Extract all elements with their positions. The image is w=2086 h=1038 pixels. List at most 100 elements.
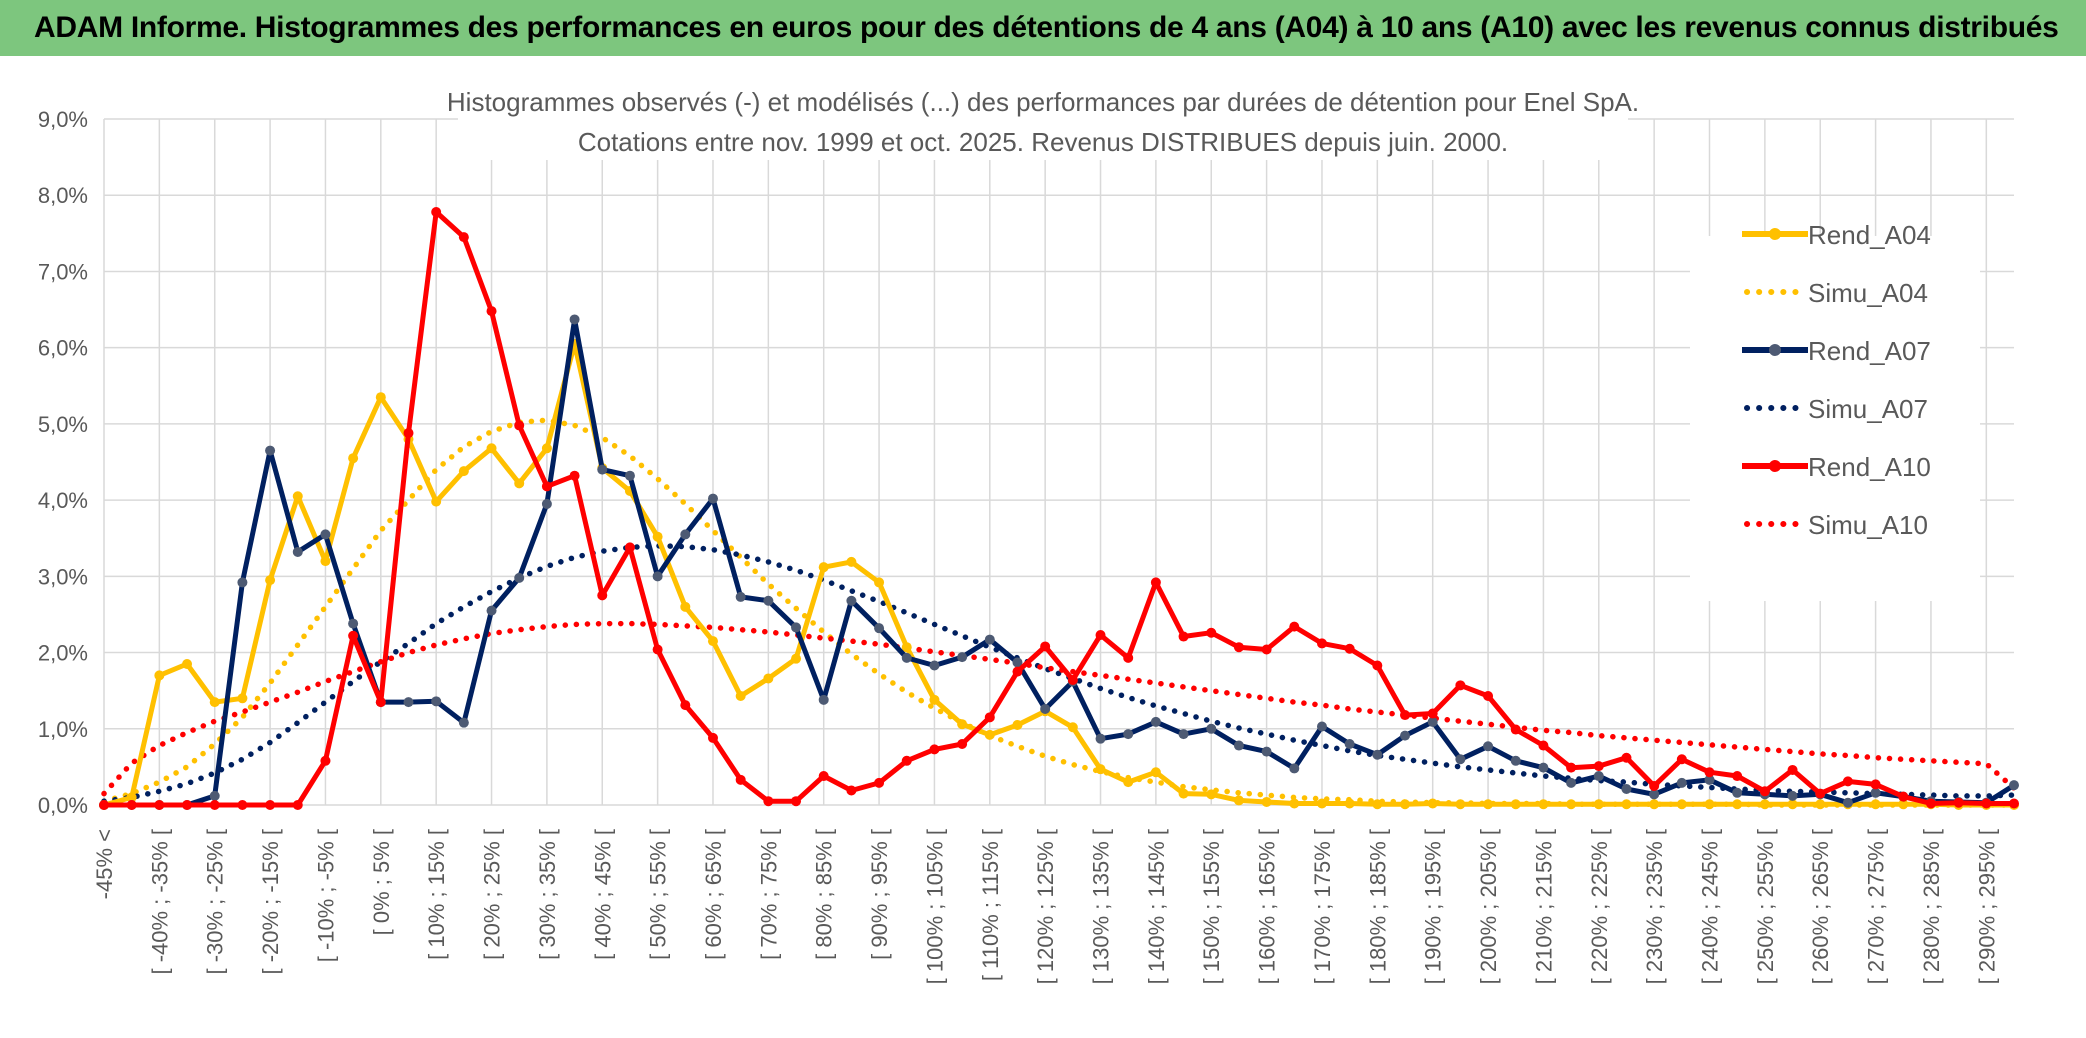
y-tick-label: 0,0% [38,793,88,818]
legend-label: Simu_A07 [1808,394,1928,424]
data-point [1566,777,1577,788]
data-point [1842,776,1853,787]
x-tick-label: [ 270% ; 275% [ [1864,829,1889,984]
data-point [1150,577,1161,588]
data-point [1455,754,1466,765]
data-point [1316,798,1327,809]
data-point [791,796,802,807]
data-point [209,800,220,810]
data-point [1593,771,1604,782]
data-point [403,428,414,439]
x-tick-label: [ 130% ; 135% [ [1089,829,1114,984]
data-point [1040,703,1051,714]
data-point [1206,723,1217,734]
series-line [104,209,2014,808]
data-point [1178,788,1189,799]
data-point [154,670,165,681]
data-point [1566,799,1577,810]
data-point [957,652,968,663]
x-tick-label: [ 50% ; 55% [ [646,829,671,960]
data-point [1621,752,1632,763]
data-point [486,605,497,616]
data-point [1566,762,1577,773]
data-point [707,636,718,647]
x-tick-label: [ 200% ; 205% [ [1476,829,1501,984]
data-point [1095,733,1106,744]
data-point [1123,652,1134,663]
data-point [707,732,718,743]
y-tick-label: 6,0% [38,336,88,361]
data-point [514,420,525,431]
data-point [1233,795,1244,806]
legend-item: Rend_A07 [1742,336,1931,366]
chart-title-group: Histogrammes observés (-) et modélisés (… [447,78,1639,160]
legend-item: Rend_A04 [1742,220,1931,250]
data-point [1538,799,1549,810]
data-point [901,755,912,766]
data-point [154,800,165,810]
data-point [265,445,276,456]
data-point [375,697,386,708]
data-point [1012,657,1023,668]
data-point [874,623,885,634]
y-tick-label: 7,0% [38,259,88,284]
x-tick-label: [ -40% ; -35% [ [147,829,172,975]
y-tick-label: 2,0% [38,641,88,666]
data-point [458,232,469,243]
data-point [1759,799,1770,810]
data-point [1261,644,1272,655]
data-point [486,443,497,454]
legend-label: Simu_A10 [1808,510,1928,540]
report-banner: ADAM Informe. Histogrammes des performan… [0,0,2086,56]
y-tick-label: 5,0% [38,412,88,437]
data-point [1427,708,1438,719]
data-point [874,577,885,588]
data-point [1150,716,1161,727]
x-tick-label: [ 100% ; 105% [ [922,829,947,984]
data-point [1178,729,1189,740]
data-point [431,696,442,707]
chart-container: 0,0% 1,0% 2,0% 3,0% 4,0% 5,0% 6,0% 7,0% 8,0% 9,0%… [0,56,2086,1033]
x-tick-label: [ 220% ; 225% [ [1587,829,1612,984]
x-tick-label: [ 170% ; 175% [ [1310,829,1335,984]
data-point [514,478,525,489]
data-point [320,556,331,567]
data-point [1344,798,1355,809]
data-point [929,694,940,705]
data-point [1510,799,1521,810]
data-point [984,729,995,740]
y-axis-tick-labels: 0,0% 1,0% 2,0% 3,0% 4,0% 5,0% 6,0% 7,0% 8,0% 9,0% [38,107,88,818]
chart-series [99,206,2019,810]
x-tick-label: [ 140% ; 145% [ [1144,829,1169,984]
x-tick-label: [ 90% ; 95% [ [867,829,892,960]
data-point [320,529,331,540]
data-point [1095,630,1106,641]
data-point [1178,631,1189,642]
data-point [597,590,608,601]
data-point [1732,771,1743,782]
data-point [1400,730,1411,741]
data-point [1206,627,1217,638]
data-point [486,306,497,317]
legend-item: Rend_A10 [1742,452,1931,482]
data-point [1095,764,1106,775]
data-point [1150,767,1161,778]
data-point [1233,740,1244,751]
data-point [182,800,193,810]
data-point [237,693,248,704]
data-point [680,700,691,711]
data-point [1649,789,1660,800]
data-point [1344,643,1355,654]
data-point [1372,799,1383,810]
series-rend-a10 [99,206,2019,810]
data-point [1012,719,1023,730]
legend-item: Simu_A10 [1744,510,1928,540]
data-point [874,777,885,788]
data-point [209,697,220,708]
series-rend-a04 [99,338,2019,810]
data-point [1538,762,1549,773]
data-point [1870,779,1881,790]
x-tick-label: [ 110% ; 115% [ [978,829,1003,981]
data-point [1316,721,1327,732]
data-point [1704,799,1715,810]
